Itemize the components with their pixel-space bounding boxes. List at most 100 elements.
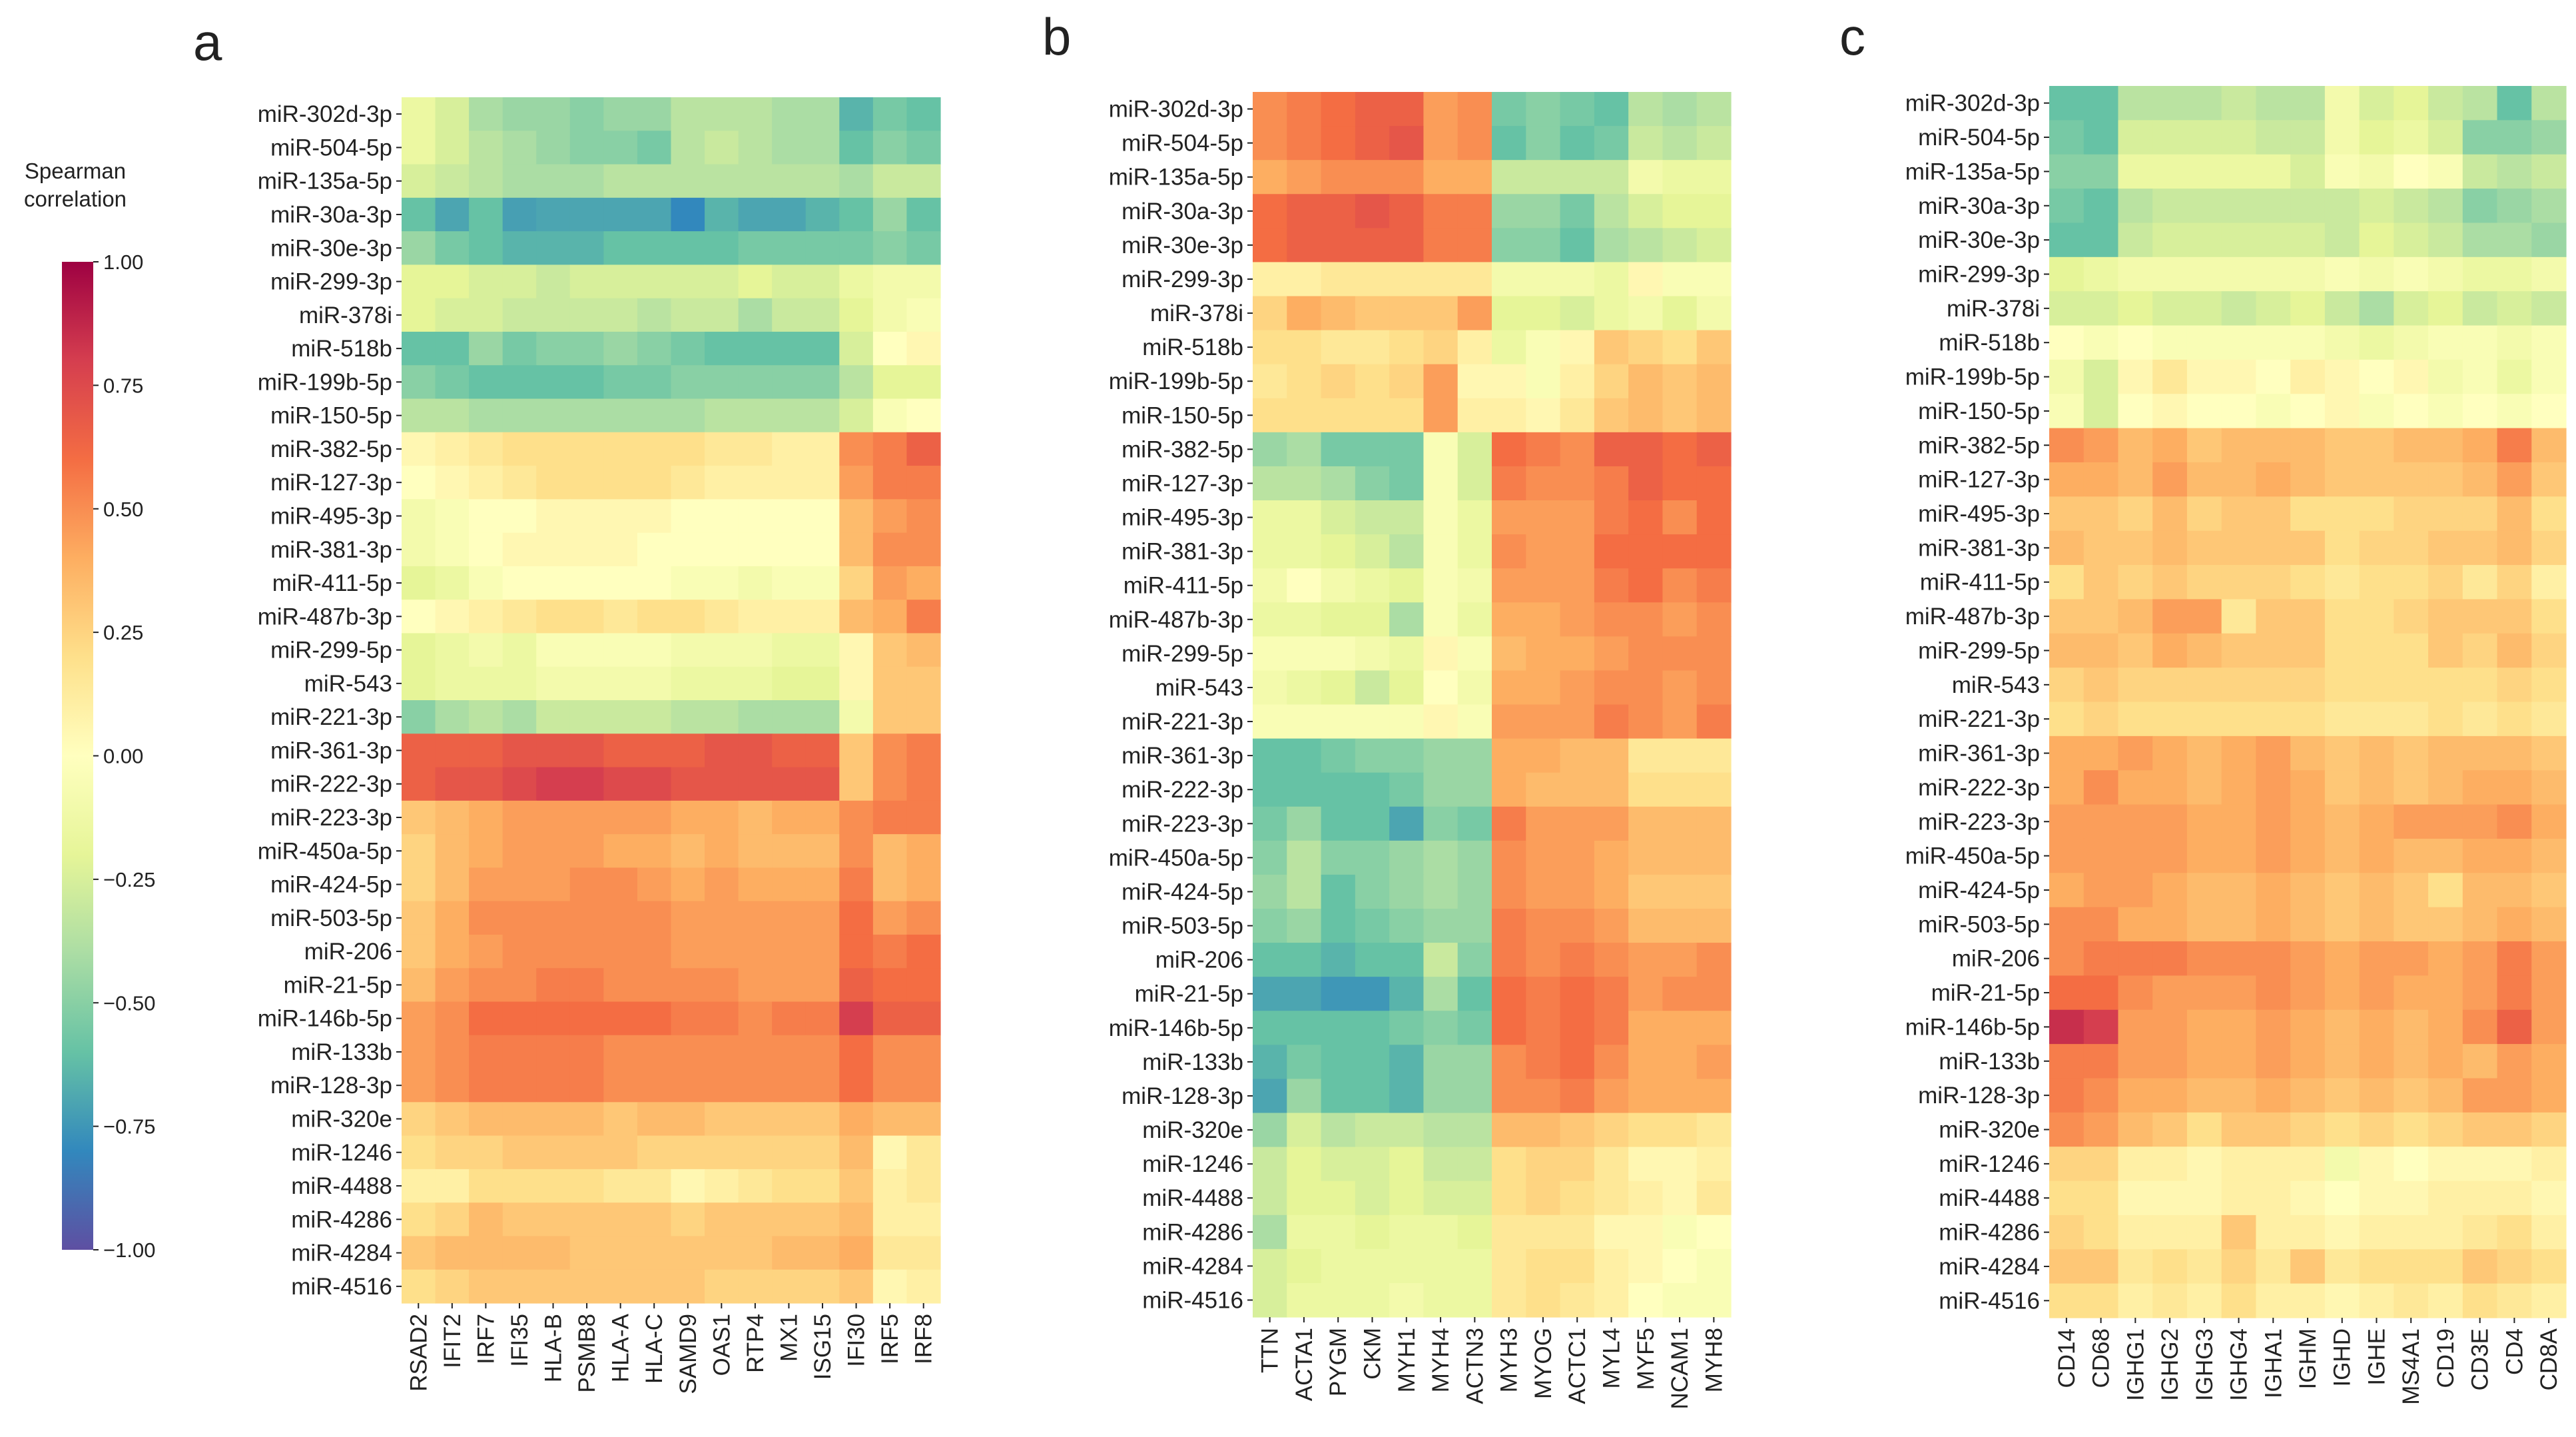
heatmap-cell: [738, 1236, 773, 1270]
heatmap-cell: [1560, 568, 1595, 603]
heatmap-cell: [1423, 534, 1458, 569]
heatmap-cell: [502, 867, 537, 902]
heatmap-cell: [1696, 1248, 1732, 1284]
heatmap-cell: [1457, 262, 1492, 297]
heatmap-cell: [2462, 120, 2498, 155]
heatmap-cell: [805, 800, 840, 835]
row-label: miR-4488: [1142, 1185, 1243, 1211]
heatmap-cell: [1389, 1113, 1425, 1148]
heatmap-cell: [2256, 1078, 2291, 1113]
heatmap-cell: [1253, 738, 1287, 773]
heatmap-cell: [1526, 943, 1561, 977]
heatmap-cell: [2049, 565, 2085, 600]
heatmap-cell: [2083, 1147, 2119, 1182]
heatmap-cell: [906, 834, 941, 868]
heatmap-cell: [906, 131, 941, 165]
heatmap-cell: [1321, 92, 1356, 127]
heatmap-cell: [805, 499, 840, 534]
row-label: miR-378i: [1947, 296, 2040, 322]
heatmap-panel-c: miR-302d-3pmiR-504-5pmiR-135a-5pmiR-30a-…: [1905, 86, 2567, 1405]
heatmap-cell: [1492, 977, 1526, 1011]
heatmap-cell: [1253, 126, 1287, 161]
heatmap-cell: [1287, 704, 1322, 739]
row-label: miR-503-5p: [270, 905, 392, 931]
heatmap-cell: [906, 1135, 941, 1170]
heatmap-cell: [2083, 496, 2119, 532]
heatmap-cell: [1389, 194, 1425, 229]
heatmap-cell: [1696, 432, 1732, 467]
panel-letter-c: c: [1839, 7, 1865, 66]
heatmap-cell: [1594, 262, 1629, 297]
heatmap-cell: [1662, 670, 1698, 706]
heatmap-cell: [2531, 770, 2567, 805]
heatmap-cell: [2186, 599, 2222, 634]
heatmap-cell: [603, 466, 638, 500]
heatmap-cell: [402, 1269, 436, 1304]
heatmap-cell: [1389, 262, 1425, 297]
heatmap-cell: [1355, 398, 1390, 433]
heatmap-cell: [2462, 565, 2498, 600]
heatmap-cell: [2049, 907, 2085, 942]
heatmap-cell: [2290, 256, 2326, 292]
heatmap-cell: [1321, 1011, 1356, 1045]
heatmap-cell: [1492, 806, 1526, 841]
heatmap-cell: [2256, 770, 2291, 805]
heatmap-cell: [2324, 291, 2360, 326]
heatmap-cell: [637, 398, 672, 433]
heatmap-cell: [1287, 92, 1322, 127]
heatmap-cell: [872, 398, 908, 433]
heatmap-cell: [2049, 86, 2085, 121]
heatmap-cell: [1287, 1282, 1322, 1318]
heatmap-cell: [1389, 398, 1425, 433]
heatmap-cell: [1594, 194, 1629, 229]
heatmap-cell: [839, 398, 874, 433]
column-label: ACTC1: [1564, 1328, 1590, 1404]
heatmap-cell: [1526, 806, 1561, 841]
row-label: miR-299-5p: [1122, 641, 1243, 667]
heatmap-cell: [435, 733, 470, 768]
colorbar-tick-label: 0.25: [103, 621, 143, 644]
heatmap-cell: [469, 97, 503, 131]
heatmap-cell: [2428, 223, 2463, 258]
heatmap-cell: [2152, 120, 2188, 155]
heatmap-cell: [839, 131, 874, 165]
heatmap-cell: [1355, 977, 1390, 1011]
heatmap-cell: [1355, 670, 1390, 706]
heatmap-cell: [1594, 92, 1629, 127]
heatmap-cell: [1628, 194, 1664, 229]
row-label: miR-146b-5p: [1109, 1015, 1243, 1041]
heatmap-cell: [603, 834, 638, 868]
heatmap-cell: [1696, 704, 1732, 739]
heatmap-cell: [603, 1035, 638, 1069]
heatmap-cell: [2462, 838, 2498, 873]
heatmap-cell: [2049, 804, 2085, 839]
heatmap-cell: [2083, 1283, 2119, 1318]
heatmap-cell: [2186, 668, 2222, 703]
heatmap-cell: [2186, 633, 2222, 668]
heatmap-cell: [637, 298, 672, 332]
heatmap-cell: [2221, 804, 2256, 839]
heatmap-cell: [402, 968, 436, 1003]
heatmap-cell: [2221, 770, 2256, 805]
heatmap-cell: [872, 901, 908, 935]
row-label: miR-4286: [1939, 1220, 2040, 1246]
heatmap-cell: [705, 666, 739, 701]
heatmap-cell: [2462, 804, 2498, 839]
heatmap-cell: [502, 398, 537, 433]
heatmap-cell: [502, 164, 537, 199]
heatmap-cell: [2290, 1078, 2326, 1113]
heatmap-cell: [2462, 189, 2498, 224]
heatmap-cell: [872, 365, 908, 400]
heatmap-cell: [536, 97, 571, 131]
heatmap-cell: [2049, 1112, 2085, 1147]
heatmap-cell: [738, 867, 773, 902]
heatmap-cell: [1287, 1147, 1322, 1182]
heatmap-cell: [1662, 466, 1698, 501]
row-label: miR-1246: [1142, 1151, 1243, 1177]
heatmap-cell: [738, 298, 773, 332]
heatmap-cell: [1389, 1282, 1425, 1318]
heatmap-cell: [2531, 702, 2567, 737]
heatmap-cell: [2394, 702, 2429, 737]
heatmap-cell: [2152, 1044, 2188, 1079]
heatmap-cell: [435, 131, 470, 165]
